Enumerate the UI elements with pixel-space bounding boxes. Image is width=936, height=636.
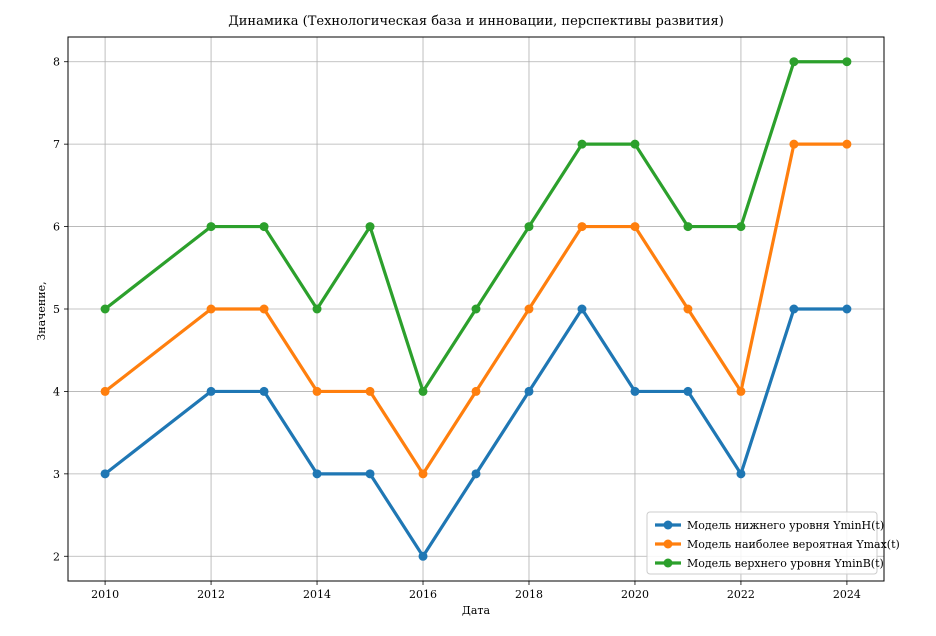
series-2 bbox=[100, 139, 852, 479]
y-tick-label: 7 bbox=[53, 138, 60, 151]
x-tick-label: 2012 bbox=[197, 588, 225, 601]
x-tick-label: 2024 bbox=[833, 588, 861, 601]
data-point bbox=[365, 222, 375, 232]
x-tick-label: 2010 bbox=[91, 588, 119, 601]
x-tick-label: 2014 bbox=[303, 588, 331, 601]
data-point bbox=[418, 469, 428, 479]
legend-swatch-marker bbox=[663, 558, 673, 568]
series-line bbox=[104, 142, 847, 476]
data-point bbox=[789, 304, 799, 314]
data-point bbox=[630, 386, 640, 396]
y-tick-label: 3 bbox=[53, 468, 60, 481]
data-point bbox=[842, 139, 852, 149]
data-point bbox=[524, 386, 534, 396]
series-group bbox=[100, 57, 852, 561]
data-point bbox=[100, 469, 110, 479]
data-point bbox=[259, 386, 269, 396]
data-point bbox=[471, 469, 481, 479]
legend-swatch-marker bbox=[663, 520, 673, 530]
x-tick-label: 2022 bbox=[727, 588, 755, 601]
data-point bbox=[312, 469, 322, 479]
legend-entry: Модель наиболее вероятная Ymax(t) bbox=[687, 538, 900, 551]
chart-title: Динамика (Технологическая база и инновац… bbox=[228, 14, 724, 29]
series-3 bbox=[100, 57, 852, 396]
data-point bbox=[789, 57, 799, 67]
y-tick-label: 6 bbox=[53, 221, 60, 234]
series-line bbox=[104, 60, 847, 394]
y-axis-label: Значение, bbox=[35, 281, 48, 340]
data-point bbox=[524, 304, 534, 314]
x-axis-label: Дата bbox=[462, 604, 491, 617]
x-tick-label: 2016 bbox=[409, 588, 437, 601]
legend-entry: Модель верхнего уровня YminB(t) bbox=[687, 557, 884, 570]
x-tick-label: 2020 bbox=[621, 588, 649, 601]
data-point bbox=[312, 304, 322, 314]
y-axis: 2 3 4 5 6 7 8 bbox=[53, 56, 68, 563]
data-point bbox=[683, 222, 693, 232]
data-point bbox=[471, 386, 481, 396]
data-point bbox=[842, 57, 852, 67]
series-line bbox=[104, 307, 847, 558]
data-point bbox=[418, 551, 428, 561]
y-tick-label: 4 bbox=[53, 385, 60, 398]
data-point bbox=[842, 304, 852, 314]
legend-swatch-marker bbox=[663, 539, 673, 549]
data-point bbox=[577, 139, 587, 149]
data-point bbox=[683, 386, 693, 396]
data-point bbox=[577, 222, 587, 232]
y-tick-label: 2 bbox=[53, 550, 60, 563]
data-point bbox=[630, 222, 640, 232]
data-point bbox=[100, 386, 110, 396]
data-point bbox=[736, 469, 746, 479]
legend-entry: Модель нижнего уровня YminH(t) bbox=[687, 519, 884, 532]
data-point bbox=[206, 304, 216, 314]
x-axis: 2010 2012 2014 2016 2018 2020 2022 2024 bbox=[91, 581, 861, 601]
data-point bbox=[683, 304, 693, 314]
series-1 bbox=[100, 304, 852, 561]
legend: Модель нижнего уровня YminH(t) Модель наи… bbox=[646, 511, 900, 575]
y-tick-label: 5 bbox=[53, 303, 60, 316]
data-point bbox=[259, 304, 269, 314]
y-tick-label: 8 bbox=[53, 56, 60, 69]
data-point bbox=[577, 304, 587, 314]
x-tick-label: 2018 bbox=[515, 588, 543, 601]
data-point bbox=[100, 304, 110, 314]
data-point bbox=[736, 386, 746, 396]
data-point bbox=[259, 222, 269, 232]
data-point bbox=[206, 386, 216, 396]
data-point bbox=[418, 386, 428, 396]
data-point bbox=[630, 139, 640, 149]
data-point bbox=[206, 222, 216, 232]
legend-box bbox=[646, 511, 878, 575]
data-point bbox=[365, 386, 375, 396]
data-point bbox=[736, 222, 746, 232]
data-point bbox=[524, 222, 534, 232]
data-point bbox=[471, 304, 481, 314]
data-point bbox=[365, 469, 375, 479]
data-point bbox=[789, 139, 799, 149]
data-point bbox=[312, 386, 322, 396]
